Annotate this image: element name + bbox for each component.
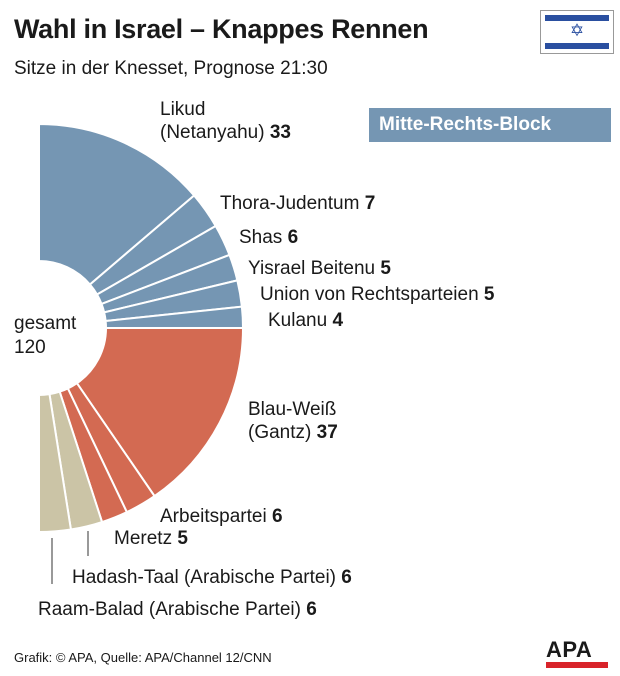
- label-shas: Shas 6: [239, 227, 299, 248]
- total-seats: gesamt 120: [14, 312, 76, 360]
- chart-title: Wahl in Israel – Knappes Rennen: [14, 14, 429, 44]
- label-arbeitspartei: Arbeitspartei 6: [160, 506, 283, 527]
- source-text: Grafik: © APA, Quelle: APA/Channel 12/CN…: [14, 650, 272, 665]
- israel-flag-icon: ✡: [540, 10, 614, 54]
- label-kulanu: Kulanu 4: [268, 310, 344, 331]
- label-meretz: Meretz 5: [114, 528, 188, 549]
- label-union: Union von Rechtsparteien 5: [260, 284, 495, 305]
- label-blau-weiss: Blau-Weiß (Gantz) 37: [248, 399, 338, 443]
- label-raam: Raam-Balad (Arabische Partei) 6: [38, 599, 317, 620]
- label-likud: Likud (Netanyahu) 33: [160, 99, 291, 143]
- seat-segment: [38, 122, 196, 286]
- label-thora: Thora-Judentum 7: [220, 193, 376, 214]
- apa-logo: APA: [546, 639, 608, 668]
- total-value: 120: [14, 337, 46, 358]
- label-yisrael: Yisrael Beitenu 5: [248, 258, 391, 279]
- chart-subtitle: Sitze in der Knesset, Prognose 21:30: [14, 58, 328, 79]
- total-label: gesamt: [14, 313, 77, 334]
- seat-segment: [75, 327, 245, 498]
- label-hadash: Hadash-Taal (Arabische Partei) 6: [72, 567, 352, 588]
- block-label: Mitte-Rechts-Block: [369, 108, 611, 142]
- mask: [0, 100, 39, 560]
